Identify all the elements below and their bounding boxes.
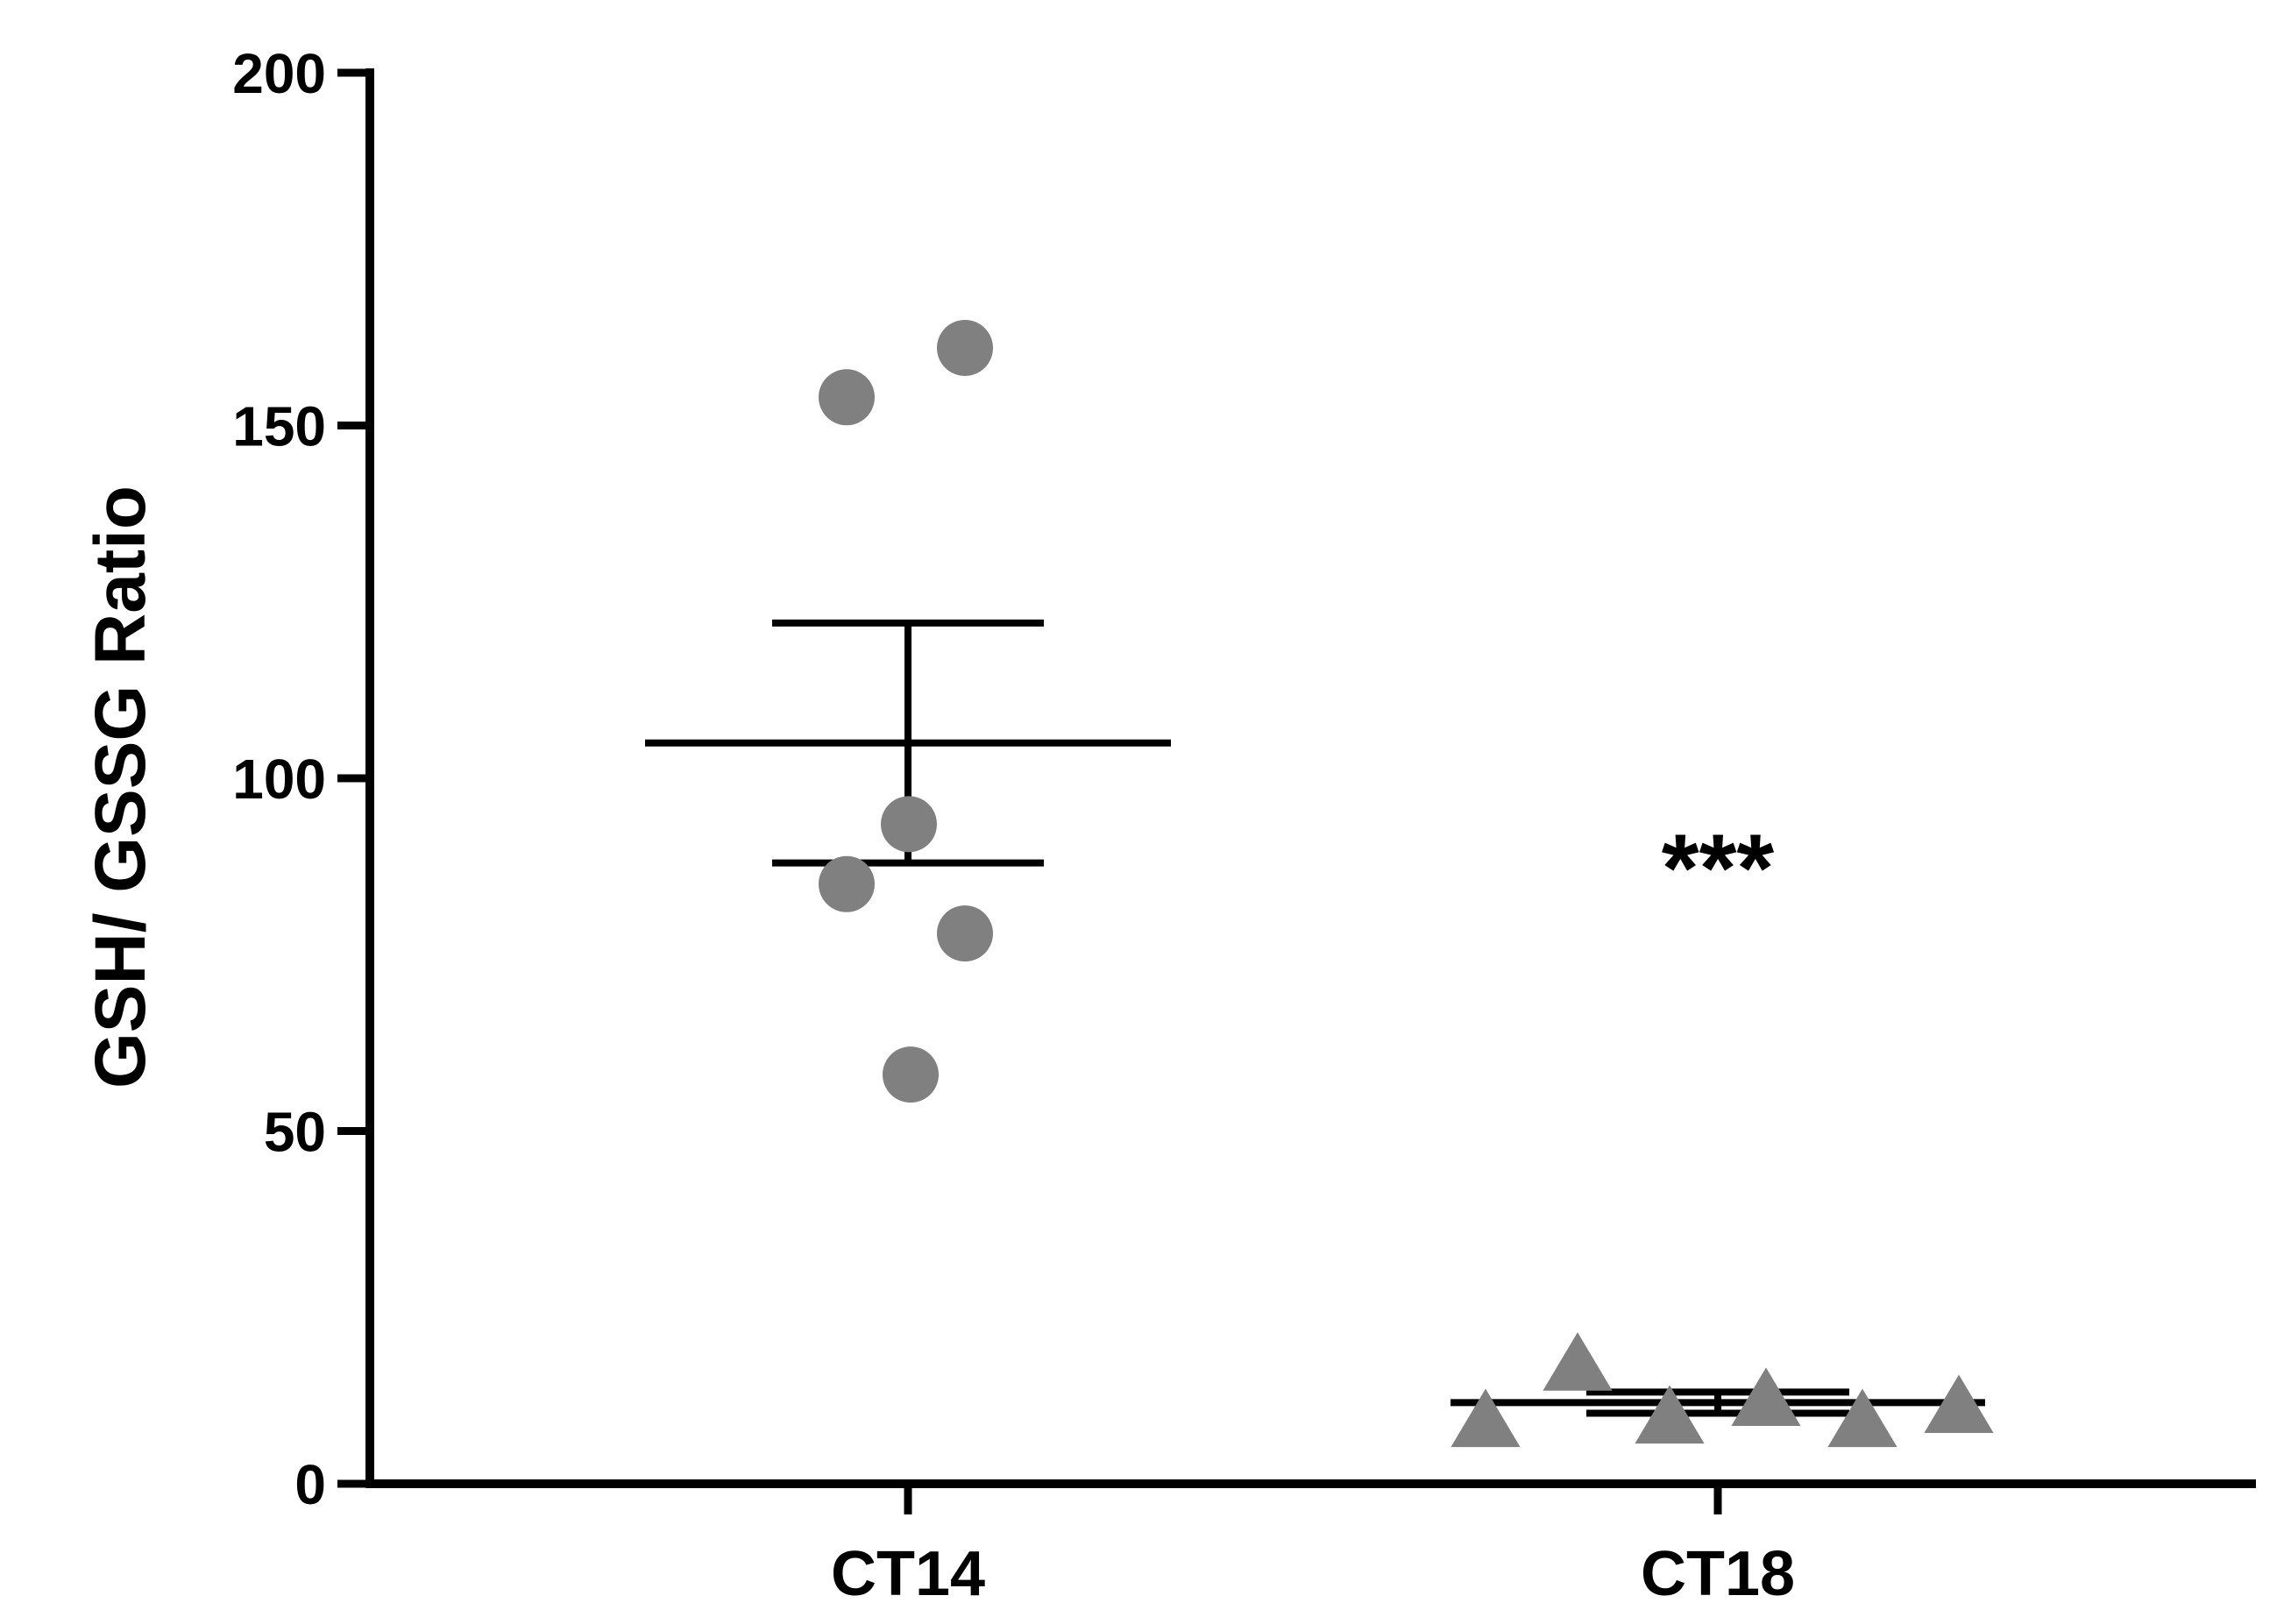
data-point-triangle	[1635, 1385, 1705, 1444]
data-point-triangle	[1924, 1374, 1994, 1434]
y-axis-title: GSH/ GSSG Ratio	[81, 486, 160, 1089]
x-tick-label: CT14	[831, 1539, 985, 1609]
data-point-circle	[883, 1046, 939, 1103]
data-point-circle	[881, 796, 937, 853]
data-point-circle	[819, 855, 875, 912]
significance-annotation: ***	[1662, 815, 1775, 923]
data-point-circle	[819, 369, 875, 426]
data-point-triangle	[1731, 1367, 1801, 1426]
data-point-triangle	[1450, 1388, 1521, 1448]
data-point-circle	[937, 905, 993, 962]
y-tick-label: 200	[232, 42, 326, 105]
annotations: ***	[1662, 815, 1775, 923]
data-point-triangle	[1543, 1332, 1613, 1391]
summary-bars	[645, 619, 1985, 1417]
x-tick-label: CT18	[1641, 1539, 1795, 1609]
data-point-triangle	[1827, 1388, 1897, 1448]
y-tick-label: 50	[264, 1101, 326, 1164]
data-points	[819, 319, 1994, 1448]
y-tick-label: 0	[294, 1453, 326, 1516]
y-tick-label: 150	[232, 395, 326, 458]
x-ticks: CT14 CT18	[831, 1484, 1795, 1609]
y-tick-label: 100	[232, 748, 326, 811]
axes	[365, 68, 2256, 1488]
data-point-circle	[937, 319, 993, 376]
y-ticks: 0 50 100 150 200	[232, 42, 370, 1516]
